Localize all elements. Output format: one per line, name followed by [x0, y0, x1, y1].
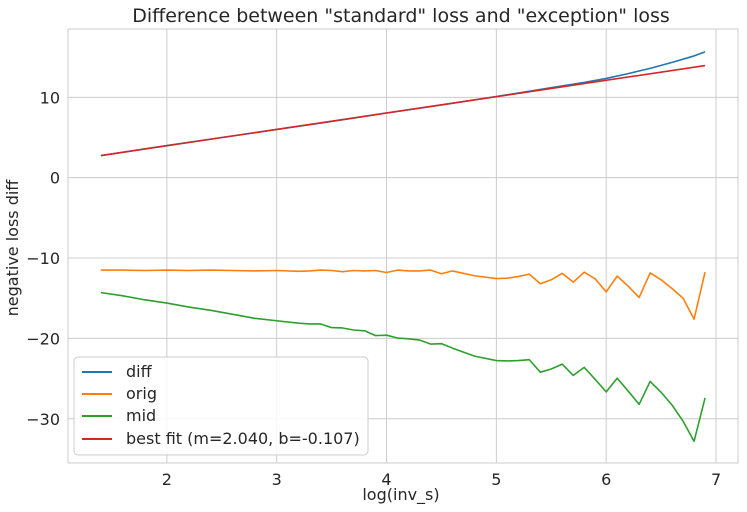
legend-label-orig: orig [126, 384, 157, 403]
x-tick-label: 7 [711, 470, 721, 489]
y-tick-label: 0 [50, 169, 60, 188]
x-axis-label: log(inv_s) [362, 485, 439, 505]
legend-label-best-fit: best fit (m=2.040, b=-0.107) [126, 429, 360, 448]
legend-label-diff: diff [126, 362, 153, 381]
legend-label-mid: mid [126, 406, 156, 425]
plot-area [67, 28, 739, 464]
y-axis-label: negative loss diff [3, 179, 22, 317]
series-line-best [100, 64, 706, 157]
y-tick-label: −20 [26, 329, 60, 348]
y-tick-label: 10 [40, 88, 60, 107]
x-tick-label: 2 [162, 470, 172, 489]
y-tick-label: −30 [26, 410, 60, 429]
legend-box [73, 356, 369, 456]
x-tick-label: 3 [272, 470, 282, 489]
x-tick-label: 5 [491, 470, 501, 489]
x-tick-label: 4 [381, 470, 391, 489]
chart-title: Difference between "standard" loss and "… [132, 5, 670, 27]
series-line-mid [100, 291, 706, 443]
series-line-orig [100, 269, 706, 320]
x-tick-label: 6 [601, 470, 611, 489]
y-tick-label: −10 [26, 249, 60, 268]
series-line-diff [100, 51, 706, 157]
x-tick-labels: 2 3 4 5 6 7 [162, 470, 721, 489]
legend: diff orig mid best fit (m=2.040, b=-0.10… [73, 356, 369, 456]
series-layer [100, 51, 706, 443]
y-tick-labels: −30 −20 −10 0 10 [26, 88, 60, 428]
